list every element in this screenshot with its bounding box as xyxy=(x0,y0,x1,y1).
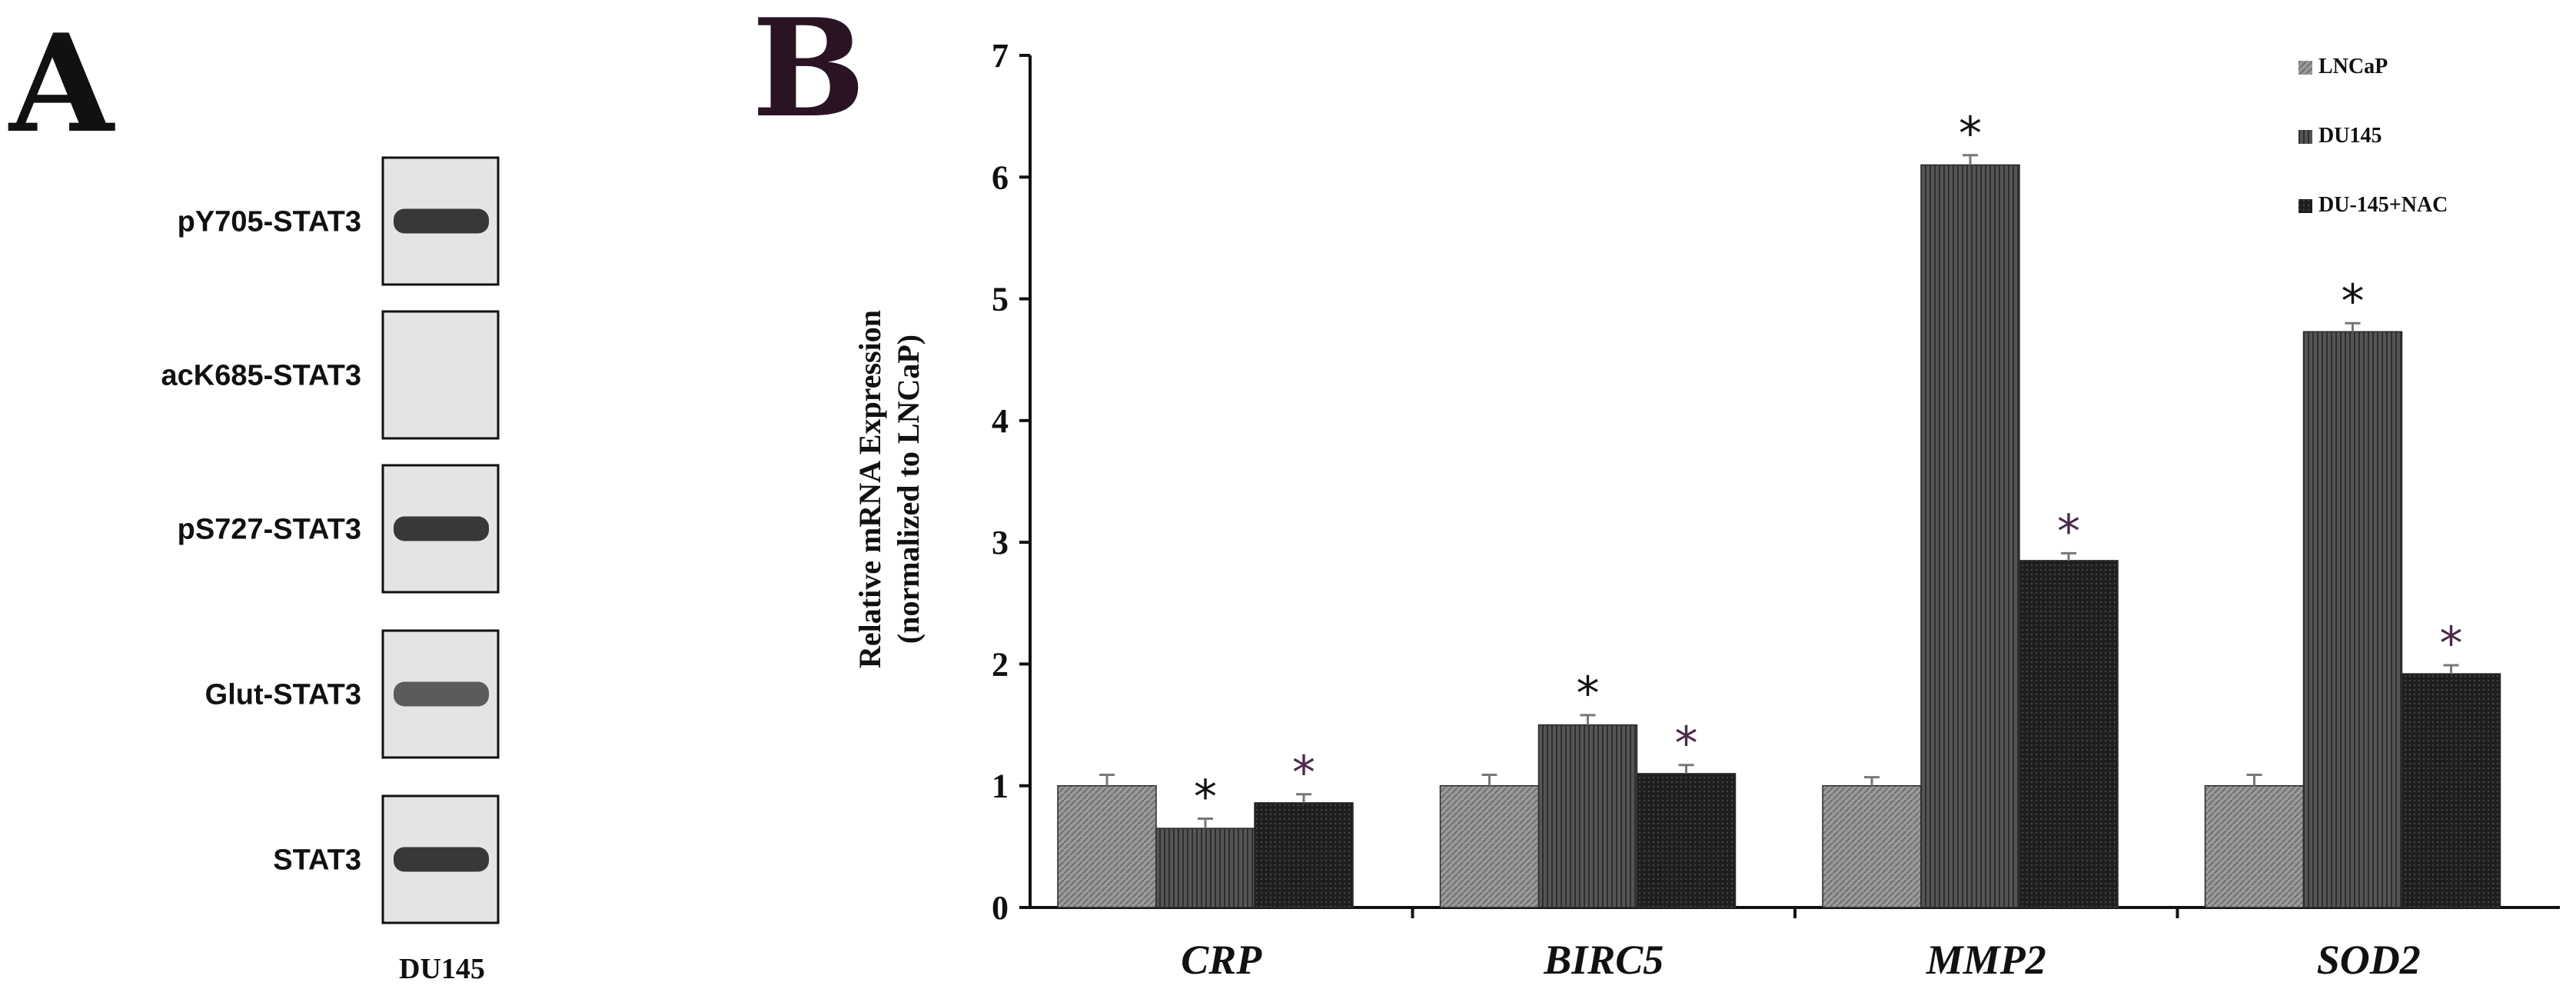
legend-swatch xyxy=(2298,199,2312,213)
y-tick-label: 4 xyxy=(992,402,1009,440)
panel-b-letter: B xyxy=(752,0,866,148)
legend-swatch xyxy=(2298,61,2312,75)
x-tick-label: SOD2 xyxy=(2317,937,2421,983)
bar-LNCaP-MMP2 xyxy=(1822,784,1922,908)
y-tick-label: 2 xyxy=(992,645,1009,683)
bar-chart: 0 1 2 3 4 5 6 7 Relative mRNA Expression (normali… xyxy=(853,37,2560,983)
y-tick-label: 0 xyxy=(992,889,1009,927)
y-tick-label: 7 xyxy=(992,37,1009,75)
y-tick-label: 3 xyxy=(992,524,1009,561)
significance-star: * xyxy=(1292,746,1315,800)
blot-box xyxy=(381,310,500,440)
blot-band xyxy=(394,847,489,872)
bar-DU145-MMP2 xyxy=(1920,164,2020,908)
blot-band xyxy=(394,208,489,234)
lane-label: DU145 xyxy=(399,953,485,985)
y-axis-label: Relative mRNA Expression (normalized to L… xyxy=(853,310,926,668)
bar-LNCaP-CRP xyxy=(1057,784,1157,908)
blot-0: pY705-STAT3 xyxy=(178,156,500,286)
blot-label: Glut-STAT3 xyxy=(205,679,361,711)
bar-DU145-SOD2 xyxy=(2302,331,2403,908)
blot-2: pS727-STAT3 xyxy=(178,464,500,594)
bar-DU145-BIRC5 xyxy=(1537,724,1638,908)
x-tick-label: BIRC5 xyxy=(1543,937,1664,983)
blot-label: STAT3 xyxy=(273,844,361,877)
blot-label: pS727-STAT3 xyxy=(178,514,361,546)
x-tick-label: CRP xyxy=(1181,937,1262,983)
blot-3: Glut-STAT3 xyxy=(205,629,500,759)
legend-label: DU-145+NAC xyxy=(2318,193,2448,217)
legend-swatch xyxy=(2298,130,2312,144)
bar-DU-145+NAC-MMP2 xyxy=(2019,560,2119,908)
significance-star: * xyxy=(2057,504,2080,558)
bar-DU145-CRP xyxy=(1155,828,1255,908)
bar-DU-145+NAC-SOD2 xyxy=(2401,673,2501,908)
legend-label: DU145 xyxy=(2318,124,2382,148)
blot-label: acK685-STAT3 xyxy=(161,360,361,392)
y-tick-label: 6 xyxy=(992,158,1009,196)
x-tick-label: MMP2 xyxy=(1926,937,2046,983)
blot-1: acK685-STAT3 xyxy=(161,310,500,440)
bar-DU-145+NAC-CRP xyxy=(1254,802,1354,908)
blot-band xyxy=(394,681,489,707)
bar-DU-145+NAC-BIRC5 xyxy=(1636,773,1737,908)
significance-star: * xyxy=(2440,617,2463,671)
panel-b: B 0 1 2 3 4 5 6 7 Relative mRNA Expression (norma… xyxy=(752,0,2560,983)
blot-band xyxy=(394,516,489,541)
y-tick-label: 1 xyxy=(992,768,1009,805)
western-blot-column: pY705-STAT3 acK685-STAT3 pS727-STAT3 Glut-S… xyxy=(161,156,500,924)
blot-4: STAT3 xyxy=(273,794,500,924)
significance-star: * xyxy=(1959,107,1982,161)
panel-a: A pY705-STAT3 acK685-STAT3 pS727-STAT3 Glut… xyxy=(8,5,500,985)
significance-star: * xyxy=(1675,717,1698,771)
y-tick-label: 5 xyxy=(992,281,1009,318)
significance-star: * xyxy=(2342,275,2365,328)
bar-LNCaP-BIRC5 xyxy=(1439,784,1540,908)
bar-LNCaP-SOD2 xyxy=(2204,784,2305,908)
panel-a-letter: A xyxy=(8,5,115,163)
legend: LNCaP DU145 DU-145+NAC xyxy=(2298,55,2448,217)
blot-label: pY705-STAT3 xyxy=(178,206,361,238)
significance-star: * xyxy=(1194,770,1217,824)
significance-star: * xyxy=(1577,667,1600,721)
legend-label: LNCaP xyxy=(2318,55,2388,78)
